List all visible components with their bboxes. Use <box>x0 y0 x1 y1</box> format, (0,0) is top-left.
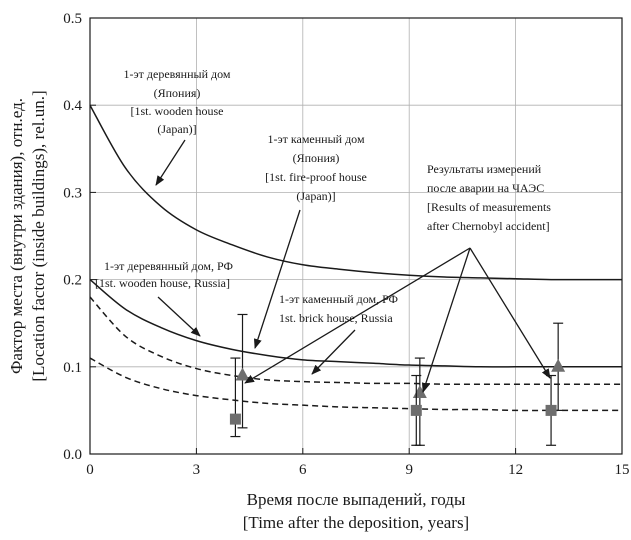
y-tick-label: 0.3 <box>63 185 82 201</box>
annotation-wooden-japan: 1-эт деревянный дом (Япония) [1st. woode… <box>124 67 231 136</box>
arrow-fireproof-japan <box>253 209 301 349</box>
square-marker <box>229 413 241 425</box>
annotation-line: (Япония) <box>154 86 201 100</box>
annotation-line: (Japan)] <box>296 189 335 203</box>
annotation-line: [1st. fire-proof house <box>265 170 367 184</box>
y-axis-subtitle: [Location factor (inside buildings), rel… <box>29 90 48 381</box>
annotation-line: [1st. wooden house <box>131 104 224 118</box>
annotation-line: after Chernobyl accident] <box>427 219 550 233</box>
y-tick-label: 0.5 <box>63 11 82 27</box>
annotation-line: Результаты измерений <box>427 162 542 176</box>
annotation-line: 1-эт каменный дом, РФ <box>279 292 398 306</box>
measurement-point-triangle <box>551 322 566 411</box>
y-tick-label: 0.0 <box>63 447 82 463</box>
arrow-wooden-russia <box>157 296 201 337</box>
annotation-line: 1st. brick house, Russia <box>279 311 393 325</box>
annotation-line: 1-эт деревянный дом, РФ <box>104 259 233 273</box>
arrow-wooden-japan <box>155 139 186 186</box>
measurement-point-square <box>229 357 241 438</box>
x-tick-label: 0 <box>86 462 94 478</box>
annotation-line: 1-эт деревянный дом <box>124 67 231 81</box>
series-curve-1 <box>89 104 622 281</box>
triangle-marker <box>235 367 250 381</box>
plot-frame <box>89 17 623 455</box>
measurement-point-square <box>545 374 557 446</box>
triangle-marker <box>551 358 566 372</box>
measurement-point-triangle <box>235 313 250 429</box>
arrow-measurement-2 <box>421 247 471 393</box>
y-axis-title: Фактор места (внутри здания), отн.ед. <box>7 98 26 374</box>
x-tick-label: 15 <box>615 462 630 478</box>
x-axis-title: Время после выпадений, годы <box>247 490 466 509</box>
series-curve-3 <box>89 296 622 386</box>
annotation-wooden-russia: 1-эт деревянный дом, РФ [1st. wooden hou… <box>95 259 233 290</box>
series-curve-4 <box>89 357 622 412</box>
x-tick-label: 9 <box>405 462 413 478</box>
grid <box>90 18 622 454</box>
annotation-measurements: Результаты измерений после аварии на ЧАЭ… <box>427 162 551 233</box>
square-marker <box>410 404 422 416</box>
y-tick-label: 0.1 <box>63 360 82 376</box>
y-tick-label: 0.2 <box>63 273 82 289</box>
annotation-line: (Япония) <box>293 151 340 165</box>
measurement-point-triangle <box>412 357 427 446</box>
x-tick-label: 12 <box>508 462 523 478</box>
measurement-point-square <box>410 374 422 446</box>
annotation-line: [1st. wooden house, Russia] <box>95 276 230 290</box>
measurement-points <box>229 313 566 446</box>
annotation-line: после аварии на ЧАЭС <box>427 181 544 195</box>
arrow-measurement-1 <box>244 247 471 384</box>
square-marker <box>545 404 557 416</box>
x-tick-label: 6 <box>299 462 307 478</box>
annotation-arrows <box>155 139 551 393</box>
annotation-line: (Japan)] <box>157 122 196 136</box>
arrow-measurement-3 <box>469 247 551 379</box>
x-tick-label: 3 <box>193 462 201 478</box>
arrow-brick-russia <box>311 329 356 375</box>
x-axis-subtitle: [Time after the deposition, years] <box>243 513 469 532</box>
series-curve-2 <box>89 279 622 368</box>
annotation-line: 1-эт каменный дом <box>267 132 364 146</box>
curves <box>89 104 622 412</box>
annotation-fireproof-japan: 1-эт каменный дом (Япония) [1st. fire-pr… <box>265 132 367 203</box>
annotation-brick-russia: 1-эт каменный дом, РФ 1st. brick house, … <box>279 292 398 325</box>
tick-labels: 0 3 6 9 12 15 0.0 0.1 0.2 0.3 0.4 0.5 <box>63 11 629 478</box>
annotation-line: [Results of measurements <box>427 200 551 214</box>
y-tick-label: 0.4 <box>63 98 82 114</box>
